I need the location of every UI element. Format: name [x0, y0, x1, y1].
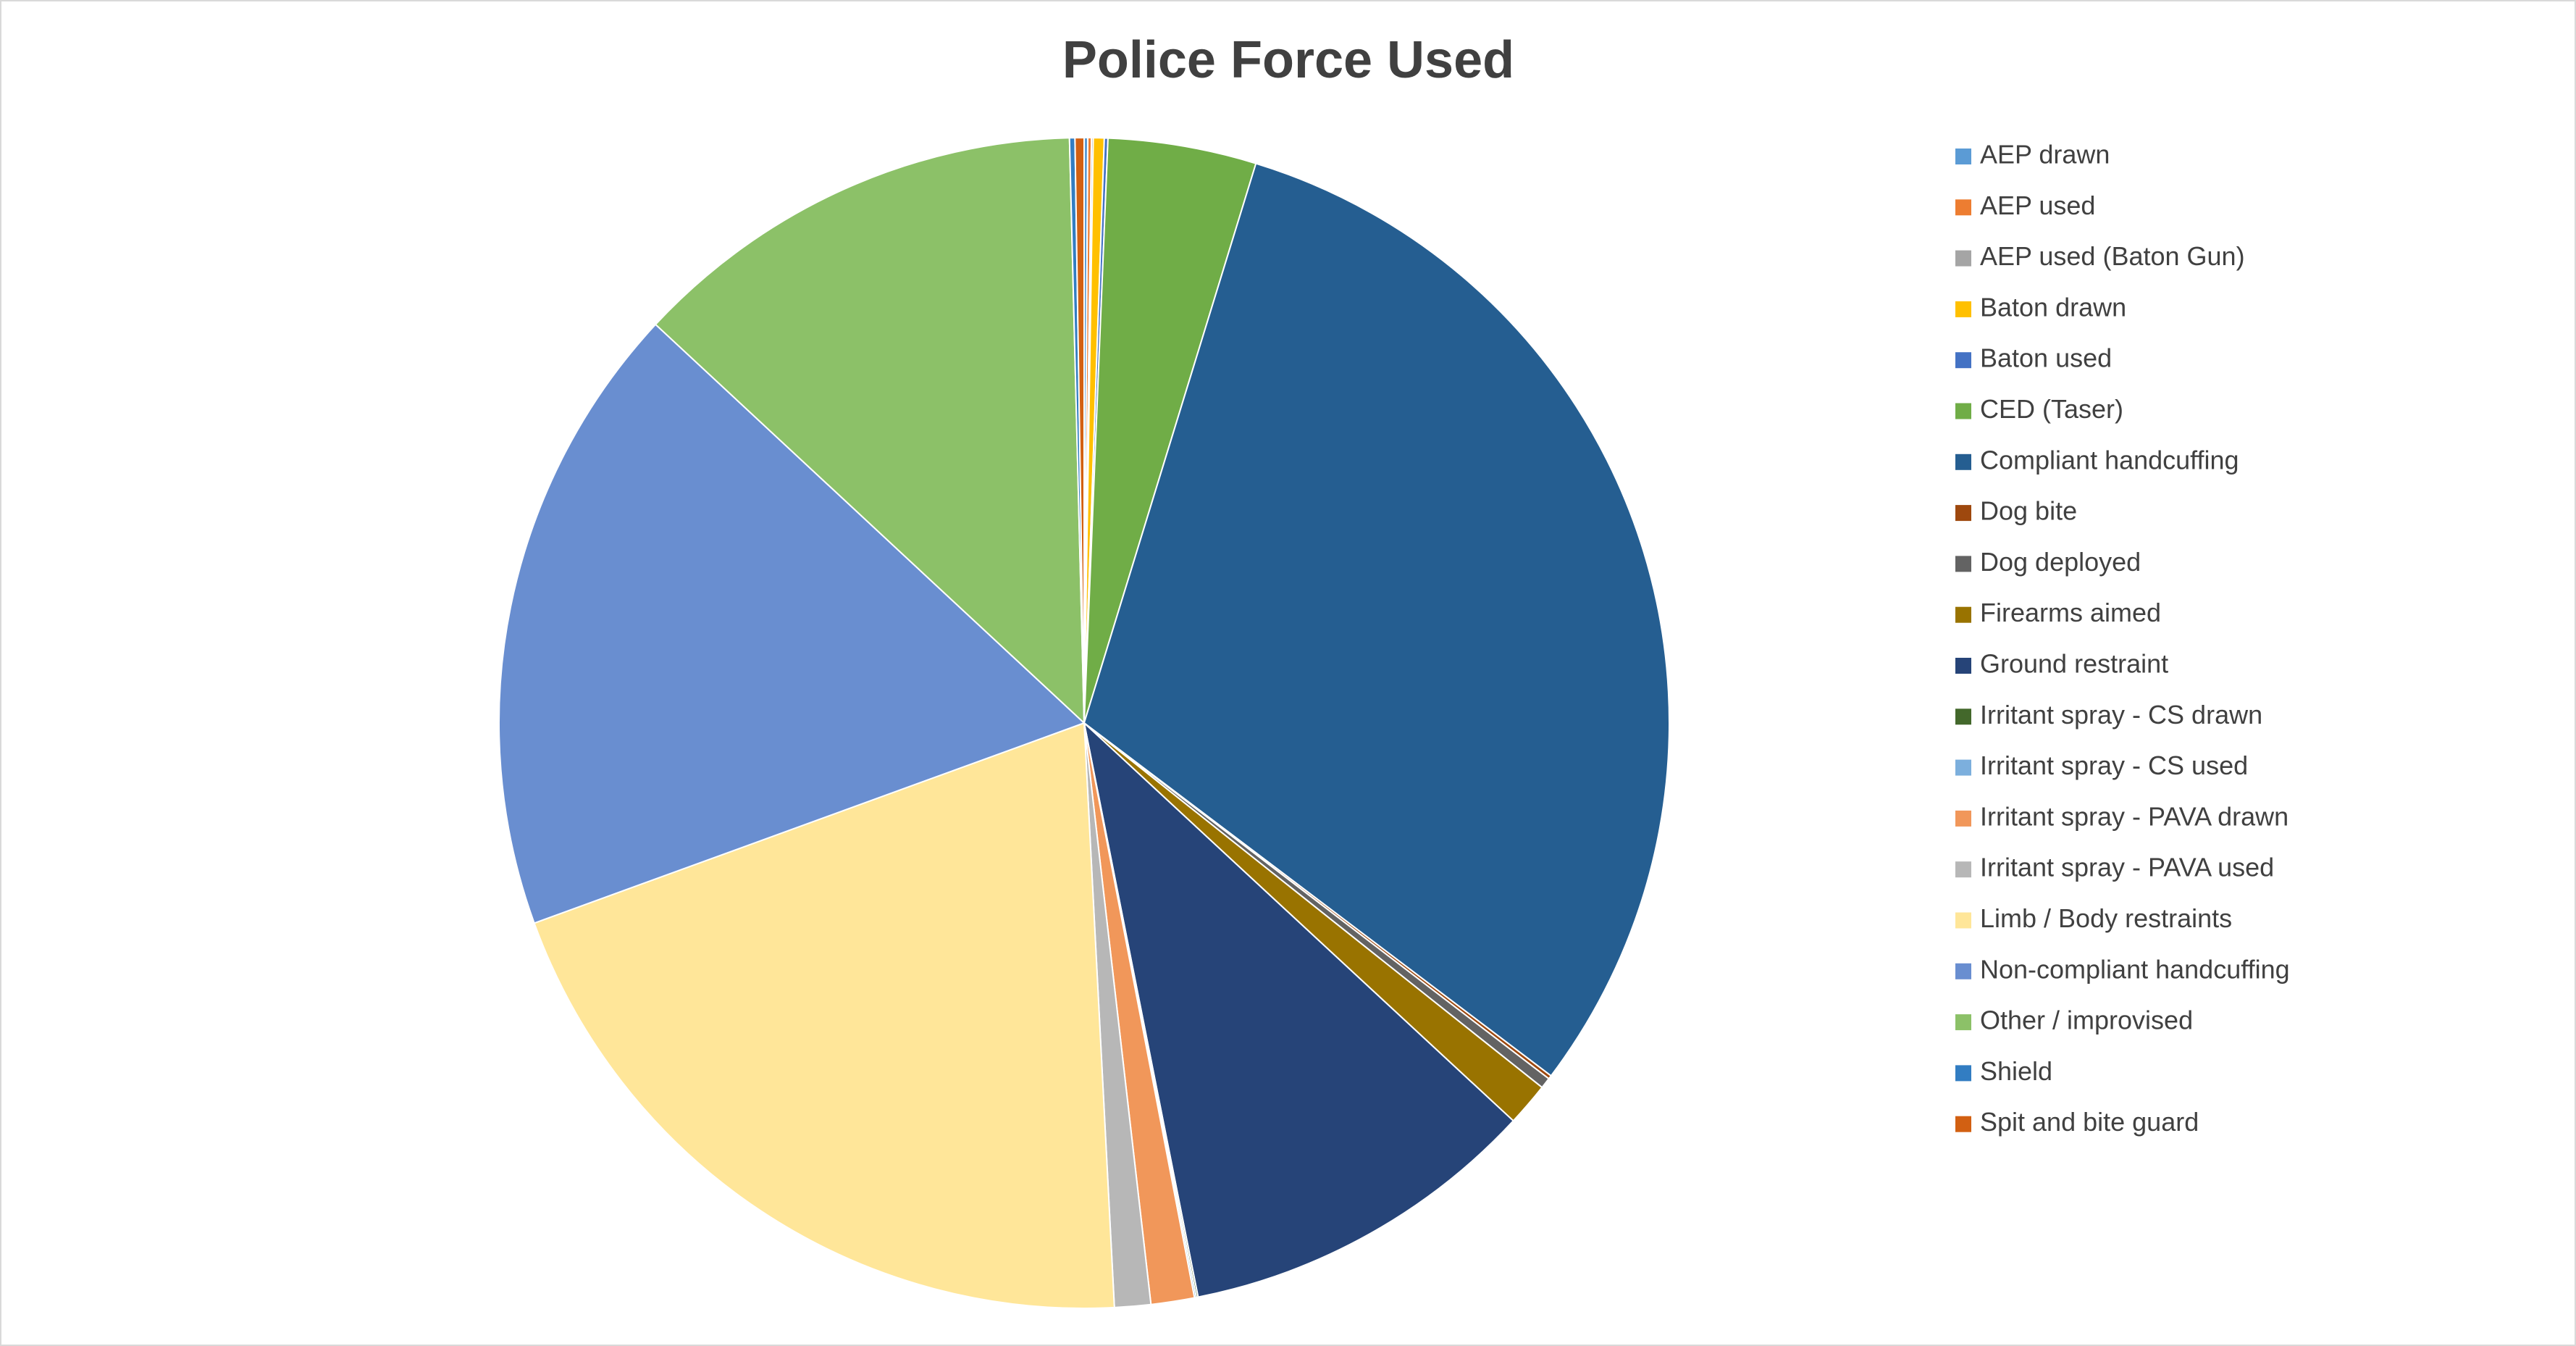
- pie-slice: [1083, 162, 1670, 1077]
- legend-label: Ground restraint: [1980, 649, 2168, 679]
- legend-swatch: [1955, 606, 1971, 623]
- legend-label: AEP used: [1980, 191, 2095, 220]
- legend-swatch: [1955, 1116, 1971, 1132]
- legend-label: Irritant spray - CS drawn: [1980, 700, 2262, 730]
- legend-swatch: [1955, 453, 1971, 470]
- legend-swatch: [1955, 505, 1971, 522]
- legend-swatch: [1955, 912, 1971, 929]
- legend-label: Dog bite: [1980, 496, 2077, 526]
- legend-swatch: [1955, 759, 1971, 776]
- pie-slice: [1074, 136, 1085, 724]
- legend-label: CED (Taser): [1980, 394, 2123, 424]
- legend-label: Baton drawn: [1980, 292, 2126, 322]
- legend-label: Dog deployed: [1980, 547, 2141, 577]
- legend-label: Limb / Body restraints: [1980, 903, 2232, 933]
- legend-label: AEP drawn: [1980, 140, 2110, 170]
- pie-slice: [1083, 137, 1257, 724]
- legend-label: Irritant spray - PAVA drawn: [1980, 801, 2288, 831]
- chart-title: Police Force Used: [1062, 31, 1514, 89]
- legend-label: Irritant spray - CS used: [1980, 751, 2248, 780]
- pie-slice: [498, 323, 1086, 924]
- legend-swatch: [1955, 1065, 1971, 1082]
- legend-label: Irritant spray - PAVA used: [1980, 853, 2274, 882]
- legend-label: Compliant handcuffing: [1980, 445, 2239, 475]
- legend-label: Other / improvised: [1980, 1006, 2193, 1035]
- legend-swatch: [1955, 352, 1971, 369]
- legend-label: Non-compliant handcuffing: [1980, 954, 2290, 984]
- legend-label: Shield: [1980, 1056, 2052, 1086]
- pie-slice: [1083, 721, 1515, 1298]
- legend-swatch: [1955, 556, 1971, 572]
- legend-label: Baton used: [1980, 343, 2112, 373]
- legend-label: Firearms aimed: [1980, 598, 2161, 627]
- legend-swatch: [1955, 403, 1971, 419]
- pie-slice: [533, 722, 1115, 1309]
- legend-swatch: [1955, 861, 1971, 878]
- legend-swatch: [1955, 301, 1971, 317]
- legend-swatch: [1955, 149, 1971, 164]
- pie-slice: [654, 137, 1086, 725]
- legend-label: Spit and bite guard: [1980, 1107, 2199, 1137]
- legend-swatch: [1955, 810, 1971, 827]
- legend-swatch: [1955, 658, 1971, 674]
- legend-swatch: [1955, 708, 1971, 725]
- legend-swatch: [1955, 963, 1971, 979]
- legend-swatch: [1955, 199, 1971, 216]
- legend-swatch: [1955, 1014, 1971, 1031]
- legend-swatch: [1955, 250, 1971, 267]
- legend-label: AEP used (Baton Gun): [1980, 241, 2245, 271]
